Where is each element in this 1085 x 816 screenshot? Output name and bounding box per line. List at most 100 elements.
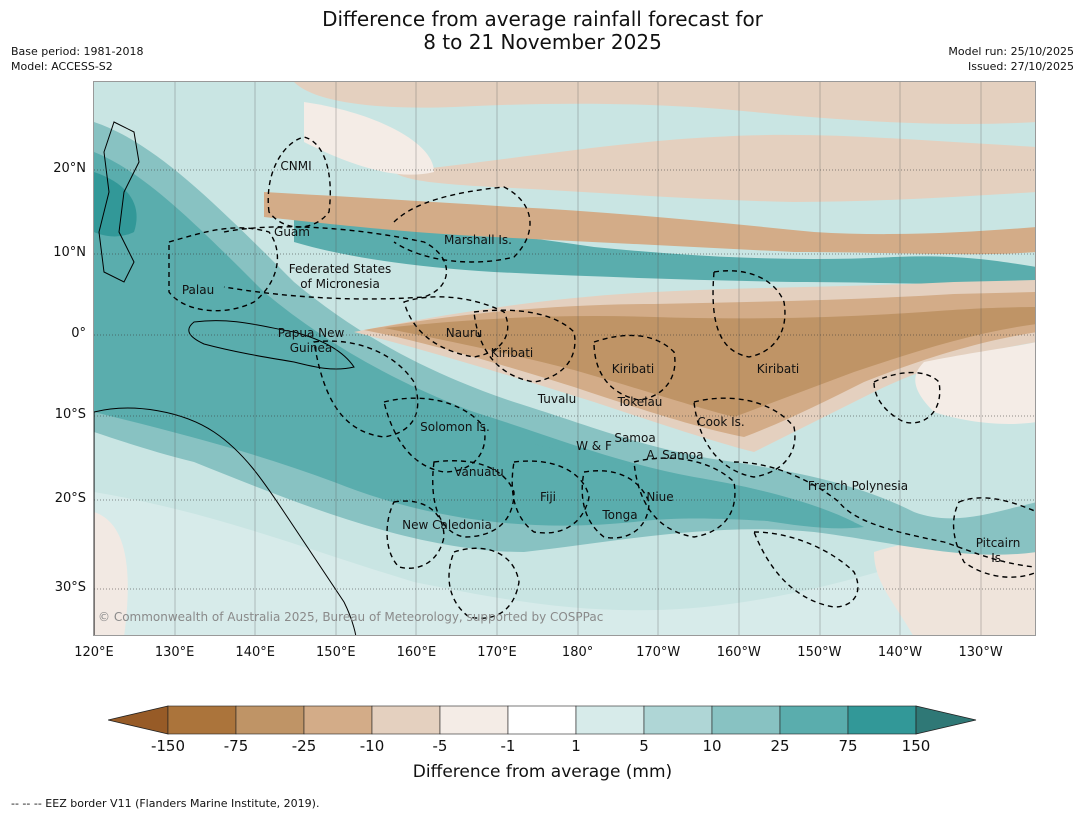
label-pitcairn-1: Pitcairn <box>975 536 1021 550</box>
label-palau: Palau <box>181 283 215 297</box>
colorbar-swatch <box>303 705 373 735</box>
label-american-samoa: A. Samoa <box>646 448 704 462</box>
north-white-patch <box>304 102 434 175</box>
colorbar-swatch <box>643 705 713 735</box>
label-tuvalu: Tuvalu <box>537 392 577 406</box>
south-west-pale <box>94 512 128 635</box>
north-pale-brown <box>394 134 1035 202</box>
title-line-2: 8 to 21 November 2025 <box>423 30 662 54</box>
issued-date: Issued: 27/10/2025 <box>967 60 1074 73</box>
colorbar-swatch <box>507 705 577 735</box>
label-pitcairn-2: Is. <box>991 551 1005 565</box>
copyright-notice: © Commonwealth of Australia 2025, Bureau… <box>98 610 604 624</box>
label-marshall: Marshall Is. <box>444 233 512 247</box>
label-kiribati-west: Kiribati <box>490 346 534 360</box>
label-kiribati-central: Kiribati <box>611 362 655 376</box>
label-tonga: Tonga <box>602 508 638 522</box>
y-tick-label: 10°N <box>53 245 86 260</box>
meta-left: Base period: 1981-2018 Model: ACCESS-S2 <box>11 44 143 74</box>
label-kiribati-east: Kiribati <box>756 362 800 376</box>
teal-band-75 <box>94 152 854 526</box>
colorbar-swatch <box>847 705 917 735</box>
colorbar-tick-label: 150 <box>901 737 931 755</box>
colorbar-arrow-low <box>108 705 169 735</box>
title-line-1: Difference from average rainfall forecas… <box>322 7 763 31</box>
rainfall-map <box>93 81 1036 636</box>
label-vanuatu: Vanuatu <box>454 465 504 479</box>
label-samoa: Samoa <box>614 431 656 445</box>
x-tick-label: 150°E <box>316 645 356 660</box>
model-run: Model run: 25/10/2025 <box>948 45 1074 58</box>
label-fiji: Fiji <box>539 490 557 504</box>
colorbar-arrow-high <box>915 705 977 735</box>
y-tick-label: 0° <box>71 326 86 341</box>
y-tick-label: 20°S <box>54 491 86 506</box>
colorbar-swatch <box>439 705 509 735</box>
colorbar-swatch <box>575 705 645 735</box>
x-tick-label: 140°W <box>877 645 923 660</box>
colorbar-tick-label: -150 <box>150 737 186 755</box>
colorbar-tick-label: -25 <box>291 737 317 755</box>
eez-borders <box>168 136 1035 619</box>
label-solomon: Solomon Is. <box>420 420 490 434</box>
label-niue: Niue <box>646 490 674 504</box>
colorbar-swatch <box>371 705 441 735</box>
label-fsm-1: Federated States <box>288 262 392 276</box>
label-new-caledonia: New Caledonia <box>402 518 492 532</box>
label-cnmi: CNMI <box>280 159 312 173</box>
y-tick-label: 10°S <box>54 407 86 422</box>
x-tick-label: 150°W <box>797 645 842 660</box>
colorbar-tick-label: -75 <box>223 737 249 755</box>
colorbar-tick-label: -10 <box>359 737 385 755</box>
x-tick-label: 170°W <box>636 645 681 660</box>
y-tick-label: 30°S <box>54 580 86 595</box>
itcz-teal-band <box>294 212 1035 285</box>
label-french-polynesia: French Polynesia <box>807 479 909 493</box>
label-png-1: Papua New <box>277 326 345 340</box>
colorbar-tick-label: 75 <box>838 737 858 755</box>
colorbar-tick-label: -1 <box>500 737 516 755</box>
colorbar-tick-label: 1 <box>571 737 581 755</box>
x-tick-label: 180° <box>561 645 594 660</box>
label-fsm-2: of Micronesia <box>300 277 380 291</box>
colorbar-tick-label: 10 <box>702 737 722 755</box>
colorbar-swatch <box>711 705 781 735</box>
grid-lines <box>174 82 982 635</box>
model-name: Model: ACCESS-S2 <box>11 60 113 73</box>
map-title: Difference from average rainfall forecas… <box>0 8 1085 54</box>
label-wallis-futuna: W & F <box>576 439 612 453</box>
colorbar-tick-label: 5 <box>639 737 649 755</box>
x-tick-label: 120°E <box>74 645 114 660</box>
south-light-zone <box>94 492 1035 635</box>
label-nauru: Nauru <box>445 326 483 340</box>
north-brown-band <box>264 192 1035 255</box>
x-tick-label: 160°E <box>396 645 437 660</box>
map-graphic <box>94 82 1035 635</box>
colorbar-title: Difference from average (mm) <box>412 762 673 782</box>
label-cook: Cook Is. <box>697 415 745 429</box>
colorbar-tick-label: 25 <box>770 737 790 755</box>
label-png-2: Guinea <box>289 341 333 355</box>
philippines-coast <box>98 121 140 283</box>
new-guinea-coast <box>188 320 355 370</box>
colorbar <box>108 705 977 735</box>
latitude-lines <box>94 169 1035 590</box>
spcz-teal <box>524 442 864 529</box>
x-tick-label: 170°E <box>477 645 517 660</box>
eez-footnote: -- -- -- EEZ border V11 (Flanders Marine… <box>11 797 320 810</box>
label-guam: Guam <box>274 225 310 239</box>
colorbar-tick-label: -5 <box>432 737 448 755</box>
colorbar-swatch <box>167 705 237 735</box>
label-tokelau: Tokelau <box>617 395 663 409</box>
dry-tongue-core <box>384 307 1035 417</box>
teal-band-150 <box>94 172 137 237</box>
x-tick-label: 140°E <box>235 645 275 660</box>
base-period: Base period: 1981-2018 <box>11 45 144 58</box>
x-tick-label: 130°W <box>958 645 1003 660</box>
x-tick-label: 160°W <box>716 645 761 660</box>
colorbar-swatch <box>235 705 305 735</box>
x-tick-label: 130°E <box>154 645 195 660</box>
se-pale-zone <box>915 342 1035 424</box>
north-top-brown <box>294 82 1035 124</box>
y-tick-label: 20°N <box>53 161 86 176</box>
